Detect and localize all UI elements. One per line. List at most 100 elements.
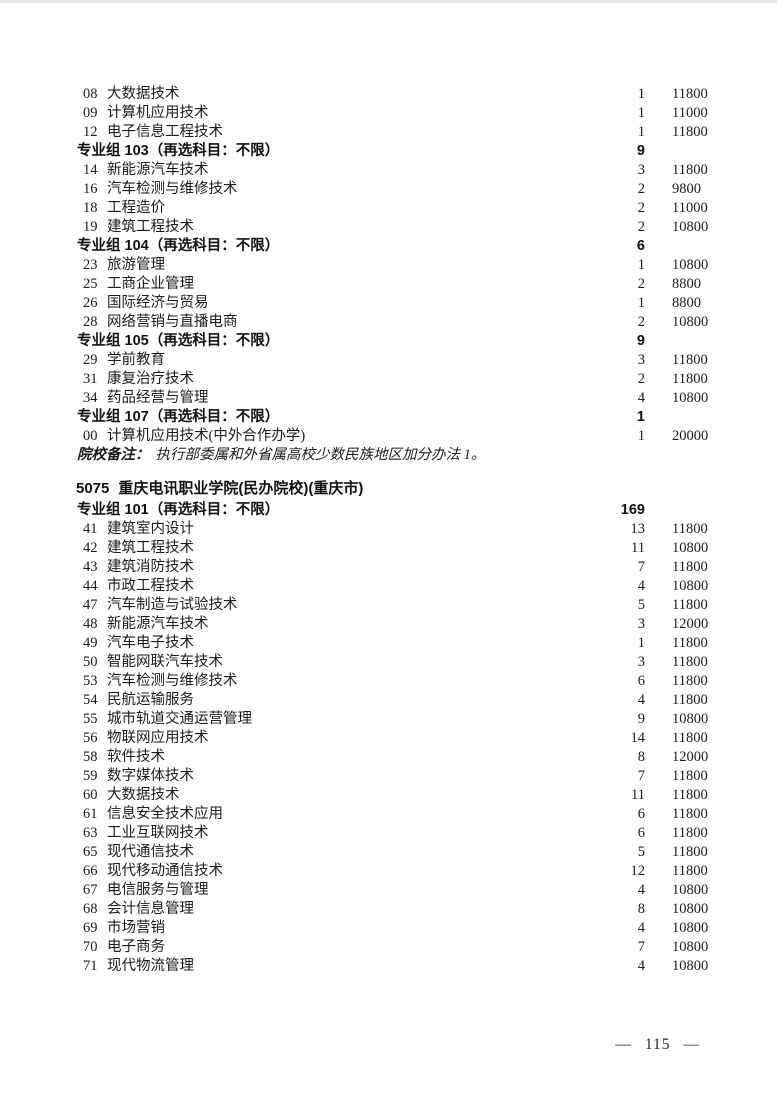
major-name: 计算机应用技术 bbox=[107, 105, 209, 121]
major-quota: 3 bbox=[637, 162, 645, 178]
major-quota: 1 bbox=[637, 295, 645, 311]
major-row: 61 信息安全技术应用 6 11800 bbox=[0, 805, 777, 824]
major-name: 物联网应用技术 bbox=[107, 730, 209, 746]
footer-dash-right: — bbox=[683, 1036, 700, 1053]
major-tuition-fee: 10800 bbox=[672, 958, 709, 974]
major-group-quota: 9 bbox=[636, 333, 645, 349]
major-name: 城市轨道交通运营管理 bbox=[107, 711, 252, 727]
major-code: 65 bbox=[83, 844, 98, 860]
major-row: 49 汽车电子技术 1 11800 bbox=[0, 634, 777, 653]
major-name: 汽车检测与维修技术 bbox=[107, 181, 238, 197]
major-quota: 6 bbox=[637, 806, 645, 822]
major-row: 65 现代通信技术 5 11800 bbox=[0, 843, 777, 862]
major-name: 信息安全技术应用 bbox=[107, 806, 223, 822]
major-name: 工业互联网技术 bbox=[107, 825, 209, 841]
major-tuition-fee: 11800 bbox=[672, 825, 708, 841]
major-name: 软件技术 bbox=[107, 749, 165, 765]
major-name: 康复治疗技术 bbox=[107, 371, 194, 387]
major-quota: 2 bbox=[637, 371, 645, 387]
major-group-quota: 6 bbox=[636, 238, 645, 254]
major-group-label: 专业组 107（再选科目：不限） bbox=[77, 409, 280, 425]
major-tuition-fee: 10800 bbox=[672, 939, 709, 955]
major-group-label: 专业组 101（再选科目：不限） bbox=[77, 502, 280, 518]
major-row: 43 建筑消防技术 7 11800 bbox=[0, 558, 777, 577]
major-code: 48 bbox=[83, 616, 98, 632]
major-quota: 8 bbox=[637, 749, 645, 765]
major-quota: 7 bbox=[637, 939, 645, 955]
major-code: 54 bbox=[83, 692, 98, 708]
major-group-header-row: 专业组 104（再选科目：不限） 6 bbox=[0, 237, 777, 256]
major-row: 26 国际经济与贸易 1 8800 bbox=[0, 294, 777, 313]
major-group-quota: 169 bbox=[620, 502, 645, 518]
major-code: 08 bbox=[83, 86, 98, 102]
major-tuition-fee: 11800 bbox=[672, 162, 708, 178]
major-row: 48 新能源汽车技术 3 12000 bbox=[0, 615, 777, 634]
major-group-header-row: 专业组 107（再选科目：不限） 1 bbox=[0, 408, 777, 427]
major-row: 56 物联网应用技术 14 11800 bbox=[0, 729, 777, 748]
major-row: 08 大数据技术 1 11800 bbox=[0, 85, 777, 104]
major-code: 67 bbox=[83, 882, 98, 898]
major-code: 29 bbox=[83, 352, 98, 368]
major-code: 71 bbox=[83, 958, 98, 974]
school-header-row: 5075 重庆电讯职业学院(民办院校)(重庆市) bbox=[0, 477, 777, 501]
major-quota: 2 bbox=[637, 219, 645, 235]
major-tuition-fee: 20000 bbox=[672, 428, 709, 444]
major-tuition-fee: 11800 bbox=[672, 654, 708, 670]
major-code: 60 bbox=[83, 787, 98, 803]
school-remark-label: 院校备注： bbox=[77, 447, 150, 463]
major-quota: 3 bbox=[637, 616, 645, 632]
major-tuition-fee: 11800 bbox=[672, 86, 708, 102]
major-tuition-fee: 11800 bbox=[672, 768, 708, 784]
major-quota: 1 bbox=[637, 105, 645, 121]
major-name: 建筑室内设计 bbox=[107, 521, 194, 537]
major-name: 网络营销与直播电商 bbox=[107, 314, 238, 330]
major-quota: 5 bbox=[637, 597, 645, 613]
major-tuition-fee: 11800 bbox=[672, 124, 708, 140]
major-tuition-fee: 11800 bbox=[672, 521, 708, 537]
major-name: 大数据技术 bbox=[107, 787, 180, 803]
major-tuition-fee: 11800 bbox=[672, 844, 708, 860]
school-name: 重庆电讯职业学院(民办院校)(重庆市) bbox=[118, 480, 364, 497]
major-name: 建筑工程技术 bbox=[107, 219, 194, 235]
fee-column-spacer bbox=[645, 237, 777, 256]
major-quota: 3 bbox=[637, 352, 645, 368]
major-quota: 2 bbox=[637, 200, 645, 216]
major-name: 汽车电子技术 bbox=[107, 635, 194, 651]
major-name: 民航运输服务 bbox=[107, 692, 194, 708]
major-row: 23 旅游管理 1 10800 bbox=[0, 256, 777, 275]
major-name: 工程造价 bbox=[107, 200, 165, 216]
major-tuition-fee: 12000 bbox=[672, 616, 709, 632]
major-quota: 11 bbox=[631, 787, 645, 803]
major-code: 28 bbox=[83, 314, 98, 330]
major-name: 建筑工程技术 bbox=[107, 540, 194, 556]
major-tuition-fee: 8800 bbox=[672, 295, 701, 311]
major-code: 70 bbox=[83, 939, 98, 955]
major-row: 60 大数据技术 11 11800 bbox=[0, 786, 777, 805]
major-name: 药品经营与管理 bbox=[107, 390, 209, 406]
major-code: 23 bbox=[83, 257, 98, 273]
major-row: 42 建筑工程技术 11 10800 bbox=[0, 539, 777, 558]
fee-column-spacer bbox=[645, 332, 777, 351]
major-row: 19 建筑工程技术 2 10800 bbox=[0, 218, 777, 237]
major-code: 00 bbox=[83, 428, 98, 444]
major-row: 28 网络营销与直播电商 2 10800 bbox=[0, 313, 777, 332]
major-quota: 7 bbox=[637, 559, 645, 575]
major-code: 61 bbox=[83, 806, 98, 822]
major-name: 电信服务与管理 bbox=[107, 882, 209, 898]
majors-table: 08 大数据技术 1 11800 09 计算机应用技术 1 11000 12 电子信息工程技术 1 1… bbox=[0, 85, 777, 976]
major-code: 19 bbox=[83, 219, 98, 235]
major-tuition-fee: 11000 bbox=[672, 200, 708, 216]
major-code: 25 bbox=[83, 276, 98, 292]
major-code: 43 bbox=[83, 559, 98, 575]
major-name: 计算机应用技术(中外合作办学) bbox=[107, 428, 306, 444]
major-tuition-fee: 11800 bbox=[672, 673, 708, 689]
major-code: 68 bbox=[83, 901, 98, 917]
major-row: 31 康复治疗技术 2 11800 bbox=[0, 370, 777, 389]
major-code: 14 bbox=[83, 162, 98, 178]
major-quota: 4 bbox=[637, 692, 645, 708]
major-name: 工商企业管理 bbox=[107, 276, 194, 292]
major-quota: 3 bbox=[637, 654, 645, 670]
major-quota: 13 bbox=[630, 521, 646, 537]
major-tuition-fee: 11800 bbox=[672, 597, 708, 613]
page-number: 115 bbox=[644, 1036, 671, 1053]
